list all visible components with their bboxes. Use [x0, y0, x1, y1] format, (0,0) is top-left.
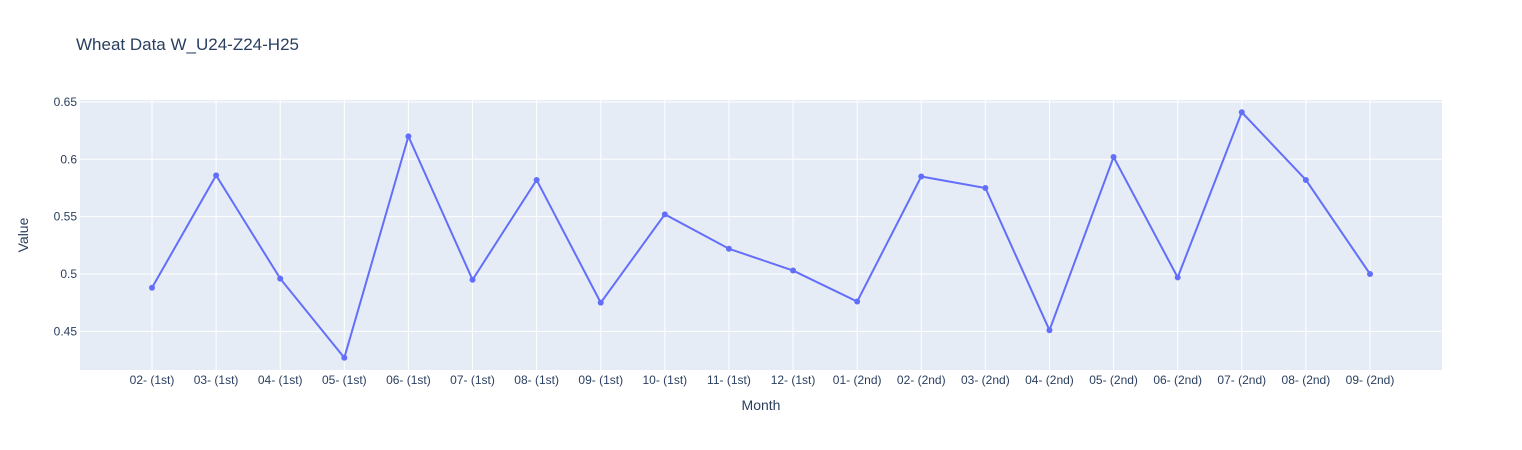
x-tick-label: 02- (2nd) [897, 373, 946, 387]
data-point [1302, 176, 1309, 183]
data-point [1174, 274, 1181, 281]
x-tick-label: 07- (2nd) [1217, 373, 1266, 387]
y-tick-label: 0.55 [54, 210, 78, 224]
data-point [405, 133, 412, 140]
x-tick-label: 06- (1st) [386, 373, 431, 387]
x-tick-label: 10- (1st) [642, 373, 687, 387]
chart-title: Wheat Data W_U24-Z24-H25 [76, 35, 299, 54]
x-gridlines [151, 100, 1371, 370]
data-point [1110, 154, 1117, 161]
data-point [1366, 270, 1373, 277]
x-tick-label: 03- (1st) [194, 373, 239, 387]
x-tick-label: 06- (2nd) [1153, 373, 1202, 387]
data-point [854, 298, 861, 305]
data-point [533, 176, 540, 183]
x-tick-label: 02- (1st) [130, 373, 175, 387]
x-tick-label: 12- (1st) [771, 373, 816, 387]
x-tick-label: 11- (1st) [707, 373, 751, 387]
data-point [725, 245, 732, 252]
data-point [918, 173, 925, 180]
x-tick-label: 08- (1st) [514, 373, 559, 387]
data-point [597, 299, 604, 306]
data-point [1238, 109, 1245, 116]
x-tick-label: 07- (1st) [450, 373, 495, 387]
y-tick-label: 0.45 [54, 324, 78, 338]
x-tick-label: 05- (1st) [322, 373, 367, 387]
data-point [213, 172, 220, 179]
x-tick-label: 05- (2nd) [1089, 373, 1138, 387]
data-point [982, 184, 989, 191]
x-tick-labels: 02- (1st) 03- (1st) 04- (1st) 05- (1st) 06- … [130, 373, 1395, 387]
y-tick-label: 0.65 [54, 95, 78, 109]
data-point [277, 275, 284, 282]
data-point [341, 354, 348, 361]
data-point [149, 284, 155, 291]
y-tick-label: 0.6 [60, 152, 77, 166]
x-tick-label: 08- (2nd) [1282, 373, 1331, 387]
data-point [661, 211, 668, 218]
series-line [151, 110, 1371, 360]
y-tick-labels: 0.45 0.5 0.55 0.6 0.65 [54, 95, 78, 338]
data-point [1046, 327, 1053, 334]
x-tick-label: 01- (2nd) [833, 373, 882, 387]
plot-background [80, 100, 1442, 370]
x-axis-title: Month [742, 397, 781, 413]
y-gridlines [80, 101, 1442, 332]
x-tick-label: 09- (2nd) [1346, 373, 1395, 387]
x-tick-label: 03- (2nd) [961, 373, 1010, 387]
data-point [790, 267, 797, 274]
y-axis-title: Value [15, 217, 31, 252]
x-tick-label: 04- (2nd) [1025, 373, 1074, 387]
series-markers [149, 109, 1373, 361]
x-tick-label: 09- (1st) [578, 373, 623, 387]
x-tick-label: 04- (1st) [258, 373, 303, 387]
y-tick-label: 0.5 [60, 267, 77, 281]
data-point [469, 276, 476, 283]
